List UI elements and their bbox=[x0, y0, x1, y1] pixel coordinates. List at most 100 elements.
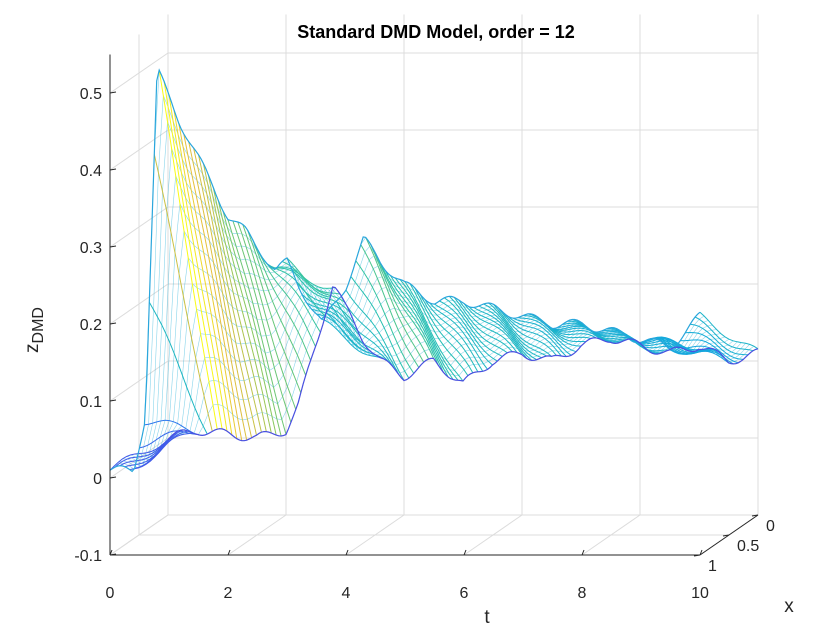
surface-column-line bbox=[202, 163, 262, 433]
surface-column-line bbox=[365, 237, 425, 363]
z-tick-mark bbox=[109, 553, 117, 556]
x-tick-mark bbox=[751, 514, 759, 517]
surface-column-line bbox=[522, 315, 582, 347]
surface-column-line bbox=[493, 303, 552, 357]
surface-column-line bbox=[379, 262, 439, 366]
surface-column-line bbox=[119, 430, 179, 467]
z-tick-label: 0.1 bbox=[80, 394, 102, 411]
surface-column-line bbox=[463, 303, 523, 355]
z-axis-label: zDMD bbox=[22, 307, 47, 353]
t-tick-mark bbox=[109, 549, 113, 556]
surface-column-line bbox=[518, 317, 577, 353]
surface-column-line bbox=[527, 313, 586, 343]
surface-column-line bbox=[222, 211, 282, 437]
surface-row-line bbox=[122, 148, 713, 467]
surface-column-line bbox=[158, 70, 218, 430]
z-tick-mark bbox=[109, 476, 117, 479]
surface-column-line bbox=[340, 296, 400, 376]
x-axis-label: x bbox=[784, 596, 794, 617]
surface-column-line bbox=[502, 312, 562, 357]
surface-column-line bbox=[217, 200, 277, 436]
surface-column-line bbox=[507, 316, 567, 357]
surface-column-line bbox=[257, 249, 316, 347]
surface-column-line bbox=[670, 349, 729, 364]
z-tick-label: 0 bbox=[93, 471, 102, 488]
surface-column-line bbox=[198, 154, 257, 436]
surface-column-line bbox=[227, 219, 287, 435]
surface-column-line bbox=[262, 257, 321, 333]
surface-column-line bbox=[444, 297, 503, 357]
surface-column-line bbox=[272, 267, 331, 298]
t-tick-label: 10 bbox=[691, 585, 709, 602]
surface-column-line bbox=[110, 438, 169, 471]
z-tick-mark bbox=[109, 91, 117, 94]
surface-column-line bbox=[350, 276, 410, 379]
surface-column-line bbox=[291, 269, 351, 313]
x-tick-labels: 00.51 bbox=[693, 514, 775, 575]
surface-column-line bbox=[389, 275, 449, 378]
surface-column-line bbox=[453, 296, 513, 352]
surface-column-line bbox=[375, 253, 434, 359]
t-tick-label: 2 bbox=[224, 585, 233, 602]
surface-column-line bbox=[296, 282, 356, 325]
surface-column-line bbox=[183, 133, 243, 441]
surface-column-line bbox=[685, 331, 744, 360]
surface-column-line bbox=[473, 307, 533, 361]
surface-column-line bbox=[311, 308, 370, 352]
surface-column-line bbox=[694, 316, 754, 352]
z-tick-labels: -0.1 0 0.1 0.2 0.3 0.4 0.5 bbox=[74, 86, 117, 565]
z-tick-mark bbox=[109, 322, 117, 325]
surface-column-line bbox=[301, 293, 361, 337]
surface-column-line bbox=[134, 432, 193, 469]
t-tick-label: 4 bbox=[342, 585, 351, 602]
surface-column-line bbox=[458, 299, 518, 353]
surface-column-line bbox=[345, 289, 405, 381]
surface-column-line bbox=[434, 303, 493, 366]
surface-column-line bbox=[680, 339, 739, 364]
t-axis-label: t bbox=[484, 607, 490, 628]
surface-column-line bbox=[483, 303, 542, 359]
surface-row-line bbox=[142, 281, 734, 456]
surface-column-line bbox=[690, 323, 749, 356]
z-tick-label: 0.5 bbox=[80, 86, 102, 103]
t-tick-mark bbox=[227, 549, 231, 556]
surface-column-line bbox=[242, 224, 302, 393]
surface-column-line bbox=[321, 318, 380, 358]
surface-column-line bbox=[173, 109, 233, 436]
surface-edge-back bbox=[167, 286, 759, 442]
surface-column-line bbox=[252, 239, 312, 361]
surface-column-line bbox=[306, 302, 366, 346]
surface-column-line bbox=[247, 230, 307, 376]
surface-column-line bbox=[330, 305, 390, 364]
t-tick-label: 8 bbox=[578, 585, 587, 602]
z-axis-label-main: z bbox=[22, 343, 43, 353]
surface-column-line bbox=[193, 147, 253, 438]
z-tick-label: 0.2 bbox=[80, 317, 102, 334]
t-tick-mark bbox=[463, 549, 467, 556]
t-tick-labels: 0 2 4 6 8 10 bbox=[106, 549, 709, 602]
surface-column-line bbox=[488, 302, 547, 357]
surface-column-line bbox=[478, 305, 538, 361]
surface-column-line bbox=[139, 430, 198, 449]
surface-column-line bbox=[188, 141, 248, 441]
surface-column-line bbox=[419, 293, 479, 373]
surface-column-line bbox=[114, 434, 174, 468]
z-tick-label: 0.4 bbox=[80, 163, 102, 180]
surface-column-line bbox=[404, 281, 464, 382]
surface-column-line bbox=[232, 220, 292, 423]
surface-column-line bbox=[370, 244, 430, 360]
surface-column-line bbox=[207, 174, 267, 432]
surface-column-line bbox=[360, 244, 420, 368]
surface-column-line bbox=[163, 81, 223, 429]
surface-column-line bbox=[153, 154, 213, 432]
z-tick-label: -0.1 bbox=[74, 548, 102, 565]
x-tick-label: 1 bbox=[708, 558, 717, 575]
surface-column-line bbox=[439, 300, 498, 362]
t-tick-label: 6 bbox=[460, 585, 469, 602]
surface-column-line bbox=[212, 187, 272, 434]
t-tick-label: 0 bbox=[106, 585, 115, 602]
surface-row-line bbox=[113, 95, 705, 470]
surface-column-line bbox=[468, 306, 528, 359]
x-tick-label: 0 bbox=[766, 518, 775, 535]
surface-column-line bbox=[572, 319, 631, 341]
